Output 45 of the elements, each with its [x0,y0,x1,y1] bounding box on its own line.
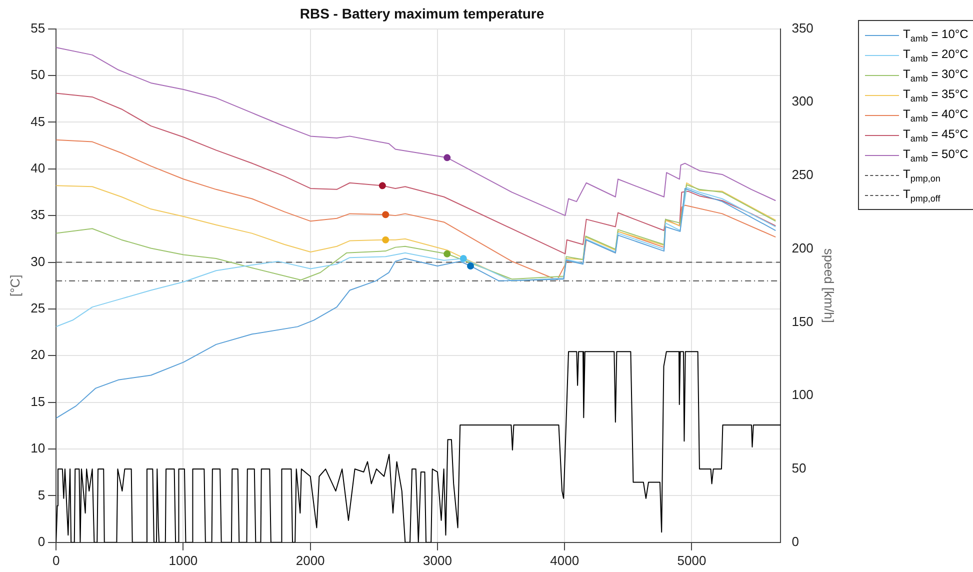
y-tick-label: 40 [30,160,46,176]
y2-axis-title: speed [km/h] [822,248,837,323]
legend-label: T$_{amb}$ = 35°C [903,86,968,104]
y-tick-label: 15 [30,394,46,409]
legend-label: T$_{amb}$ = 50°C [903,146,968,164]
point [382,211,390,218]
y-tick-label: 55 [30,20,46,36]
point [378,182,386,190]
y2-tick-label: 300 [792,94,814,109]
y2-tick-label: 50 [792,460,806,476]
y-tick-label: 0 [38,534,46,549]
legend-label: T$_{amb}$ = 40°C [903,106,968,124]
point [467,262,474,270]
y2-tick-label: 250 [792,167,814,182]
y-tick-label: 20 [30,347,46,362]
y2-tick-label: 200 [792,240,814,256]
x-tick-label: 1000 [168,552,198,568]
legend-label: T$_{pmp,on}$ [903,166,940,184]
y-axis-title: [°C] [7,274,22,297]
y-tick-label: 30 [30,254,46,269]
legend-label: T$_{amb}$ = 45°C [903,126,968,144]
y-tick-label: 50 [30,67,46,82]
chart-title: RBS - Battery maximum temperature [300,5,544,22]
x-tick-label: 0 [52,552,60,568]
x-tick-label: 4000 [550,552,580,568]
point [382,236,390,244]
y-tick-label: 10 [30,440,46,456]
x-tick-label: 5000 [677,552,706,568]
y-tick-label: 35 [30,207,46,222]
legend-label: T$_{amb}$ = 20°C [903,46,968,64]
y2-tick-label: 100 [792,387,814,402]
legend-label: T$_{pmp,off}$ [903,186,940,204]
point [444,250,451,258]
y2-tick-label: 150 [792,314,814,329]
legend-label: T$_{amb}$ = 30°C [903,66,968,84]
y2-tick-label: 0 [792,534,799,549]
x-tick-label: 2000 [296,552,325,568]
y-tick-label: 5 [38,487,46,502]
y2-tick-label: 350 [792,20,814,36]
legend-label: T$_{amb}$ = 10°C [903,26,968,44]
x-tick-label: 3000 [422,552,452,568]
point [444,154,451,162]
point [460,255,467,262]
y-tick-label: 45 [30,114,46,129]
y-tick-label: 25 [30,300,46,316]
